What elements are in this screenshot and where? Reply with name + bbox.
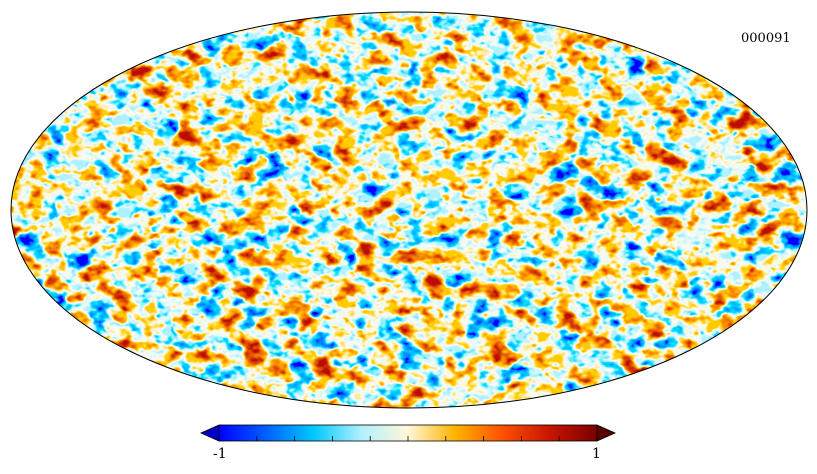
colorbar bbox=[200, 424, 616, 442]
mollweide-map bbox=[11, 12, 807, 408]
colorbar-ticks bbox=[218, 436, 598, 441]
colorbar-min-label: -1 bbox=[213, 446, 227, 462]
map-identifier: 000091 bbox=[741, 31, 791, 46]
map-outline bbox=[10, 11, 808, 409]
colorbar-max-arrow bbox=[596, 424, 616, 442]
colorbar-min-arrow bbox=[200, 424, 220, 442]
colorbar-max-label: 1 bbox=[592, 446, 601, 462]
